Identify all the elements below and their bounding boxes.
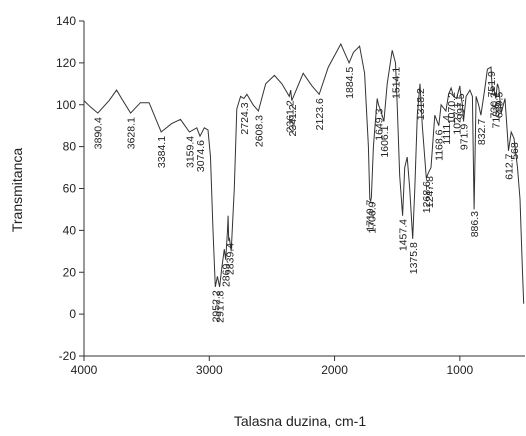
peak-label: 3074.6 xyxy=(195,140,207,172)
y-tick-label: -20 xyxy=(59,349,77,363)
y-axis-title: Transmitanca xyxy=(9,148,25,233)
y-tick-label: 40 xyxy=(63,223,77,237)
x-tick-label: 4000 xyxy=(71,363,98,377)
peak-label: 2341.2 xyxy=(287,104,299,136)
y-tick-label: 20 xyxy=(63,265,77,279)
peak-label: 612.7 xyxy=(503,153,515,179)
peak-label: 2724.3 xyxy=(239,102,251,134)
peak-label: 1168.6 xyxy=(434,129,446,160)
peak-label: 2361.2 xyxy=(284,100,296,132)
peak-label: 1111.4 xyxy=(441,115,453,145)
x-tick-label: 1000 xyxy=(447,363,474,377)
peak-label: 730.3 xyxy=(489,92,501,118)
peak-label: 713.5 xyxy=(491,102,503,128)
peak-label: 832.7 xyxy=(476,119,488,145)
peak-label: 689.5 xyxy=(494,92,506,118)
peak-label: 2869 xyxy=(221,264,233,288)
peak-label: 1706.9 xyxy=(366,201,378,233)
peak-label: 2123.6 xyxy=(314,98,326,130)
peak-label: 751.9 xyxy=(486,71,498,97)
peak-label: 1719.7 xyxy=(365,199,377,231)
peak-label: 3890.4 xyxy=(93,117,105,149)
peak-label: 1514.1 xyxy=(390,67,402,99)
peak-label: 1649.3 xyxy=(374,108,386,140)
peak-label: 2608.3 xyxy=(253,115,265,147)
spectrum-line xyxy=(83,42,525,304)
y-tick-label: 60 xyxy=(63,182,77,196)
peak-label: 2839.4 xyxy=(224,243,236,275)
peak-label: 3159.4 xyxy=(184,136,196,168)
peak-label: 1070.2 xyxy=(446,92,458,124)
peak-label: 3628.1 xyxy=(126,117,138,149)
peak-label: 1318.2 xyxy=(415,88,427,120)
y-tick-label: 80 xyxy=(63,140,77,154)
peak-label: 2952.2 xyxy=(210,290,222,322)
peak-label: 1606.1 xyxy=(379,125,391,157)
peak-label: 1247.8 xyxy=(424,176,436,208)
y-tick-label: 120 xyxy=(56,56,76,70)
peak-label: 3384.1 xyxy=(156,136,168,168)
peak-label: 886.3 xyxy=(469,211,481,237)
y-tick-label: 100 xyxy=(56,98,76,112)
peak-label: 971.9 xyxy=(458,124,470,150)
x-tick-label: 3000 xyxy=(196,363,223,377)
peak-label: 1375.8 xyxy=(408,242,420,274)
peak-label: 568 xyxy=(509,142,521,160)
x-tick-label: 2000 xyxy=(321,363,348,377)
y-tick-label: 140 xyxy=(56,14,76,28)
y-tick-label: 0 xyxy=(69,307,76,321)
peak-label: 1027.1 xyxy=(451,102,463,134)
peak-label: 1457.4 xyxy=(398,219,410,251)
peak-label: 997.5 xyxy=(455,93,467,119)
x-axis-title: Talasna duzina, cm-1 xyxy=(234,413,367,429)
peak-label: 1884.5 xyxy=(344,67,356,99)
peak-label: 2917.8 xyxy=(215,291,227,323)
peak-label: 1268.6 xyxy=(421,181,433,213)
